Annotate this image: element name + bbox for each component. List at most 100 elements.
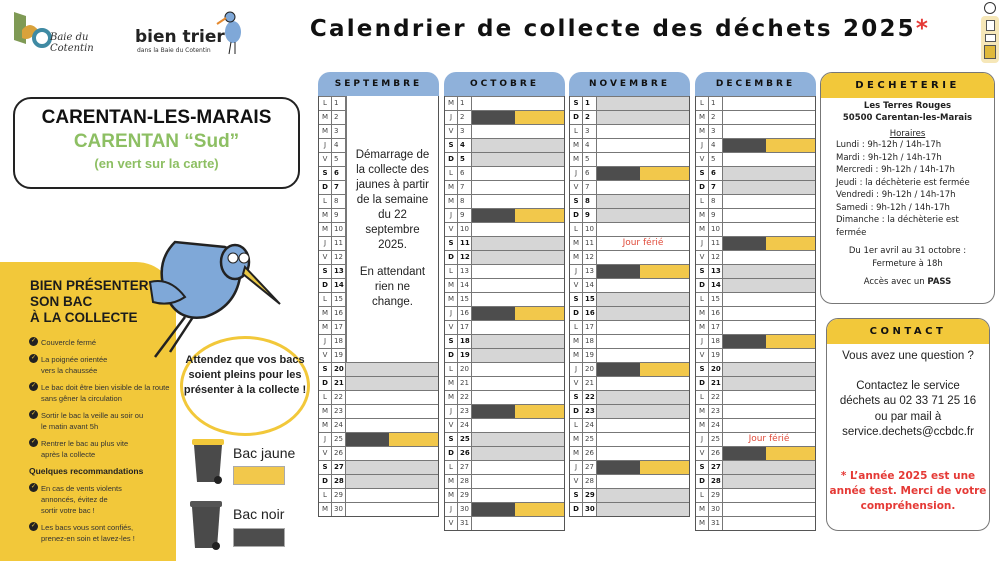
day-row: M 14 (445, 278, 564, 292)
collection-cell (723, 321, 815, 334)
weekday-letter: M (696, 125, 709, 138)
ccbdc-logo: Baie du Cotentin (12, 10, 117, 55)
day-number: 5 (583, 153, 597, 166)
yellow-bin-collection-bar (515, 209, 564, 222)
weekday-letter: M (570, 447, 583, 460)
day-number: 10 (709, 223, 723, 236)
collection-cell (472, 335, 564, 348)
weekday-letter: L (696, 391, 709, 404)
day-number: 23 (458, 405, 472, 418)
day-number: 28 (709, 475, 723, 488)
weekday-letter: D (570, 307, 583, 320)
collection-cell (472, 489, 564, 502)
day-number: 12 (458, 251, 472, 264)
day-row: S 15 (570, 292, 689, 306)
weekday-letter: L (570, 321, 583, 334)
day-row: V 12 (696, 250, 815, 264)
day-number: 26 (709, 447, 723, 460)
black-bin-collection-bar (597, 363, 641, 376)
contact-phone[interactable]: déchets au 02 33 71 25 16 (839, 395, 977, 407)
collection-cell (597, 125, 689, 138)
day-rows: M 1 J 2 V 3 S 4 D 5 L 6 M 7 M 8 J 9 V 10 S 11 D 12 L 13 M 14 M 15 J 16 V… (444, 96, 565, 531)
day-row: D 16 (570, 306, 689, 320)
day-number: 22 (709, 391, 723, 404)
day-number: 7 (332, 181, 346, 194)
day-number: 19 (458, 349, 472, 362)
weekday-letter: S (445, 237, 458, 250)
day-row: S 13 (696, 264, 815, 278)
weekday-letter: S (445, 139, 458, 152)
day-number: 14 (332, 279, 346, 292)
day-row: M 23 (696, 404, 815, 418)
day-number: 7 (583, 181, 597, 194)
page-title: Calendrier de collecte des déchets 2025* (290, 16, 950, 42)
weekday-letter: L (696, 293, 709, 306)
tip-text: Sortir le bac la veille au soir ou le ma… (41, 411, 144, 431)
contact-email[interactable]: service.dechets@ccbdc.fr (842, 426, 974, 438)
weekday-letter: M (696, 419, 709, 432)
day-number: 23 (332, 405, 346, 418)
collection-cell (472, 307, 564, 320)
check-icon: ✓ (29, 522, 38, 531)
weekday-letter: M (445, 97, 458, 110)
day-number: 9 (458, 209, 472, 222)
weekday-letter: J (696, 433, 709, 446)
weekday-letter: M (445, 489, 458, 502)
weekday-letter: L (319, 391, 332, 404)
day-number: 30 (709, 503, 723, 516)
collection-cell (346, 377, 438, 390)
stork-icon (216, 11, 241, 55)
yellow-bin-collection-bar (515, 405, 564, 418)
decheterie-title: DECHETERIE (821, 73, 994, 98)
day-row: D 21 (696, 376, 815, 390)
day-row: M 30 (696, 502, 815, 516)
recommendation-text: Les bacs vous sont confiés, prenez-en so… (41, 523, 135, 543)
day-row: S 22 (570, 390, 689, 404)
day-number: 20 (583, 363, 597, 376)
collection-cell (472, 111, 564, 124)
collection-cell (346, 391, 438, 404)
black-bin-collection-bar (472, 307, 516, 320)
weekday-letter: M (319, 419, 332, 432)
weekday-letter: V (445, 517, 458, 530)
contact-title: CONTACT (827, 319, 989, 344)
day-row: M 15 (445, 292, 564, 306)
day-number: 19 (332, 349, 346, 362)
collection-cell (472, 503, 564, 516)
day-row: J 13 (570, 264, 689, 278)
season-line: Du 1er avril au 31 octobre : (848, 246, 967, 256)
weekday-letter: D (570, 503, 583, 516)
weekday-letter: M (696, 321, 709, 334)
weekday-letter: M (445, 279, 458, 292)
day-row: J 23 (445, 404, 564, 418)
day-number: 17 (332, 321, 346, 334)
weekday-letter: L (570, 125, 583, 138)
collection-cell (472, 279, 564, 292)
weekday-letter: M (319, 111, 332, 124)
check-icon: ✓ (29, 382, 38, 391)
collection-cell (597, 97, 689, 110)
day-number: 12 (709, 251, 723, 264)
collection-cell (346, 447, 438, 460)
tip-text: Rentrer le bac au plus vite après la col… (41, 439, 129, 459)
day-number: 13 (458, 265, 472, 278)
tip-item: ✓ La poignée orientée vers la chaussée (29, 354, 179, 376)
day-number: 5 (332, 153, 346, 166)
day-rows: L 1 M 2 M 3 J 4 V 5 S 6 D 7 L 8 M 9 M 10 J 11 V 12 S 13 D 14 L 15 M 16 M… (318, 96, 439, 517)
check-icon: ✓ (29, 410, 38, 419)
weekday-letter: S (319, 461, 332, 474)
collection-cell (472, 181, 564, 194)
weekday-letter: L (319, 195, 332, 208)
day-number: 28 (458, 475, 472, 488)
weekday-letter: L (696, 97, 709, 110)
decheterie-box: DECHETERIE Les Terres Rouges 50500 Caren… (820, 72, 995, 304)
collection-cell (472, 433, 564, 446)
day-row: M 22 (445, 390, 564, 404)
weekday-letter: M (570, 153, 583, 166)
day-number: 9 (583, 209, 597, 222)
